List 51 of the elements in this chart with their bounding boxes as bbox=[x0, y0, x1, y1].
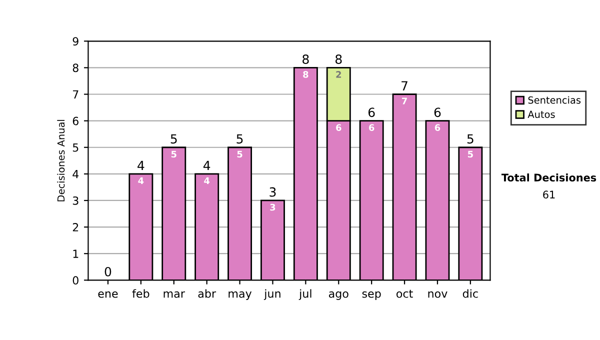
total-label: 6 bbox=[434, 108, 441, 118]
x-tick-label: jun bbox=[264, 289, 280, 300]
y-tick-label: 7 bbox=[73, 90, 78, 98]
data-label: 7 bbox=[402, 98, 407, 104]
x-tick-label: nov bbox=[428, 291, 448, 298]
x-tick-label: jul bbox=[298, 289, 312, 300]
x-tick-label: feb bbox=[132, 289, 150, 298]
y-tick-label: 4 bbox=[72, 170, 79, 178]
data-label: 6 bbox=[434, 124, 440, 131]
y-tick-label: 0 bbox=[72, 276, 78, 285]
x-tick-label: oct bbox=[396, 290, 413, 298]
total-label: 0 bbox=[104, 266, 112, 276]
total-label: 5 bbox=[467, 134, 474, 144]
data-label: 3 bbox=[270, 204, 276, 211]
x-tick-label: may bbox=[228, 291, 252, 300]
x-tick-label: sep bbox=[362, 291, 381, 300]
data-label: 5 bbox=[237, 150, 242, 158]
legend-label: Autos bbox=[528, 110, 555, 118]
y-tick-label: 3 bbox=[72, 196, 78, 205]
x-tick-label: dic bbox=[462, 289, 478, 298]
data-label: 5 bbox=[468, 150, 473, 158]
legend-label: Sentencias bbox=[528, 96, 581, 104]
y-tick-label: 2 bbox=[72, 223, 78, 232]
total-label: 8 bbox=[302, 54, 309, 64]
x-tick-label: ago bbox=[328, 291, 348, 300]
total-label: 7 bbox=[402, 81, 408, 90]
total-label: 5 bbox=[170, 134, 177, 144]
text: 61 bbox=[543, 190, 555, 199]
total-label: 4 bbox=[203, 160, 210, 170]
data-label: 6 bbox=[336, 124, 342, 131]
x-tick-label: mar bbox=[164, 291, 185, 298]
data-label: 2 bbox=[336, 71, 341, 78]
y-tick-label: 8 bbox=[72, 64, 78, 72]
total-label: 8 bbox=[335, 54, 342, 64]
y-tick-label: 9 bbox=[72, 37, 78, 46]
total-label: 3 bbox=[270, 187, 276, 197]
y-tick-label: 1 bbox=[73, 250, 78, 258]
text: Total Decisiones bbox=[501, 173, 596, 182]
data-label: 6 bbox=[368, 124, 374, 131]
y-axis-title: Decisiones Anual bbox=[57, 120, 65, 202]
y-tick-label: 5 bbox=[72, 143, 78, 152]
x-tick-label: abr bbox=[198, 289, 216, 298]
total-label: 5 bbox=[236, 134, 243, 144]
total-label: 4 bbox=[138, 160, 144, 170]
x-tick-label: ene bbox=[98, 291, 118, 298]
data-label: 4 bbox=[204, 177, 210, 184]
data-label: 5 bbox=[171, 150, 176, 158]
data-label: 8 bbox=[303, 71, 308, 78]
data-label: 4 bbox=[138, 177, 144, 184]
y-tick-label: 6 bbox=[72, 116, 78, 126]
total-label: 6 bbox=[368, 108, 375, 118]
